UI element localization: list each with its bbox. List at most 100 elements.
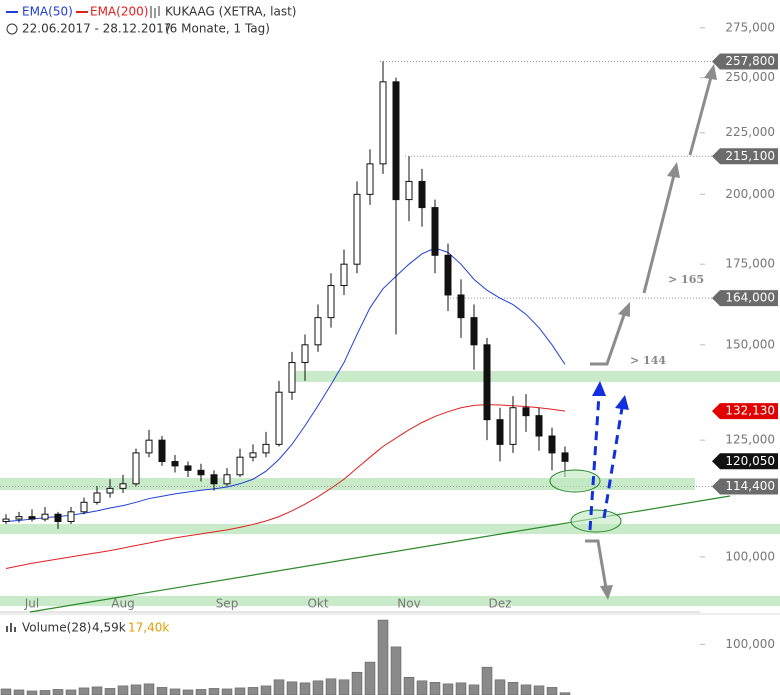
price-tag — [712, 148, 778, 165]
candle-body — [158, 439, 166, 463]
volume-bar — [26, 690, 38, 695]
arrow-head — [618, 302, 630, 317]
price-tag-label: 215,100 — [725, 149, 775, 163]
annotation: > 144 — [630, 354, 666, 367]
x-tick-label: Sep — [216, 597, 239, 611]
volume-bar — [208, 688, 220, 695]
candle-body — [249, 452, 257, 458]
candle-body — [366, 163, 374, 195]
price-tag-label: 114,400 — [725, 479, 775, 493]
clock-icon — [6, 23, 18, 35]
volume-bar — [299, 682, 311, 695]
y-tick-label: 250,000 — [725, 70, 775, 84]
volume-bar — [429, 682, 441, 695]
plot: 100,000 125,000 150,000 175,000 200,000 225,0… — [0, 20, 778, 695]
volume-bar — [286, 681, 298, 695]
y-tick-label: 150,000 — [725, 337, 775, 351]
candle-body — [470, 317, 478, 346]
band — [0, 524, 780, 534]
volume-bar — [117, 685, 129, 695]
candle-body — [353, 193, 361, 265]
candle-body — [171, 461, 179, 467]
candle-body — [106, 487, 114, 494]
volume-bar — [247, 687, 259, 695]
price-tag — [712, 403, 778, 420]
volume-bar — [468, 684, 480, 695]
x-tick-label: Dez — [489, 597, 512, 611]
annotation: > 165 — [668, 273, 704, 286]
y-tick-label: 100,000 — [725, 637, 775, 651]
volume-bar — [442, 683, 454, 695]
candle-body — [431, 207, 439, 256]
volume-bar — [533, 685, 545, 695]
volume-bar — [546, 687, 558, 695]
candle-body — [93, 492, 101, 503]
candle-body — [444, 254, 452, 296]
date-range: 22.06.2017 - 28.12.2017 — [22, 22, 171, 36]
arrow — [585, 539, 608, 589]
volume-bar — [130, 684, 142, 695]
candle-body — [288, 362, 296, 393]
volume-bar — [403, 677, 415, 695]
y-tick-label: 225,000 — [725, 125, 775, 139]
y-tick-label: 275,000 — [725, 20, 775, 34]
x-tick-label: Aug — [111, 597, 134, 611]
volume-bar — [65, 689, 77, 695]
x-tick-label: Nov — [397, 597, 420, 611]
candle-body — [15, 516, 23, 520]
volume-bar — [338, 679, 350, 695]
ema-line — [5, 247, 566, 523]
candle-body — [522, 407, 530, 417]
arrow — [590, 311, 627, 366]
volume-last: 4,59k — [92, 621, 126, 635]
highlight-ellipse — [570, 509, 622, 533]
volume-bar — [455, 682, 467, 695]
legend-entry: EMA(50) — [22, 5, 73, 19]
volume-bar — [494, 679, 506, 695]
volume-bar — [78, 687, 90, 695]
volume-bar — [52, 689, 64, 695]
volume-bar — [13, 689, 25, 695]
candle-body — [405, 180, 413, 201]
candle-body — [535, 415, 543, 437]
candle-body — [457, 294, 465, 319]
price-tag — [712, 478, 778, 495]
arrow-head — [592, 381, 606, 396]
volume-bar — [325, 678, 337, 695]
candle-body — [379, 81, 387, 165]
candle-body — [327, 285, 335, 319]
candle-body — [2, 518, 10, 523]
volume-bar — [169, 688, 181, 695]
arrow-head — [667, 162, 680, 178]
price-tag-label: 132,130 — [725, 404, 775, 418]
candle-body — [80, 501, 88, 513]
volume-bar — [143, 683, 155, 695]
volume-bar — [260, 685, 272, 695]
highlight-ellipse — [549, 469, 601, 493]
support-bands — [0, 371, 780, 606]
chart-title: KUKAAG (XETRA, last) — [165, 5, 296, 19]
y-tick-label: 100,000 — [725, 549, 775, 563]
candle-body — [561, 452, 569, 462]
volume-bar — [351, 671, 363, 695]
candle-body — [418, 180, 426, 209]
candle-body — [145, 439, 153, 454]
volume-bar — [39, 690, 51, 695]
price-tag — [712, 53, 778, 70]
candle-body — [301, 344, 309, 364]
volume-bar — [91, 686, 103, 695]
header: EMA(50) EMA(200) KUKAAG (XETRA, last) 22… — [6, 5, 296, 635]
volume-bar — [481, 666, 493, 695]
price-tag-label: 164,000 — [725, 291, 775, 305]
candle-body — [119, 483, 127, 489]
volume-bar — [104, 688, 116, 695]
arrow — [642, 174, 676, 294]
band — [0, 596, 780, 606]
candle-body — [275, 391, 283, 445]
volume-bar — [273, 679, 285, 695]
x-tick-label: Okt — [307, 597, 328, 611]
volume-icon — [6, 623, 16, 632]
drawings — [549, 64, 717, 600]
legend-entry: EMA(200) — [90, 5, 148, 19]
